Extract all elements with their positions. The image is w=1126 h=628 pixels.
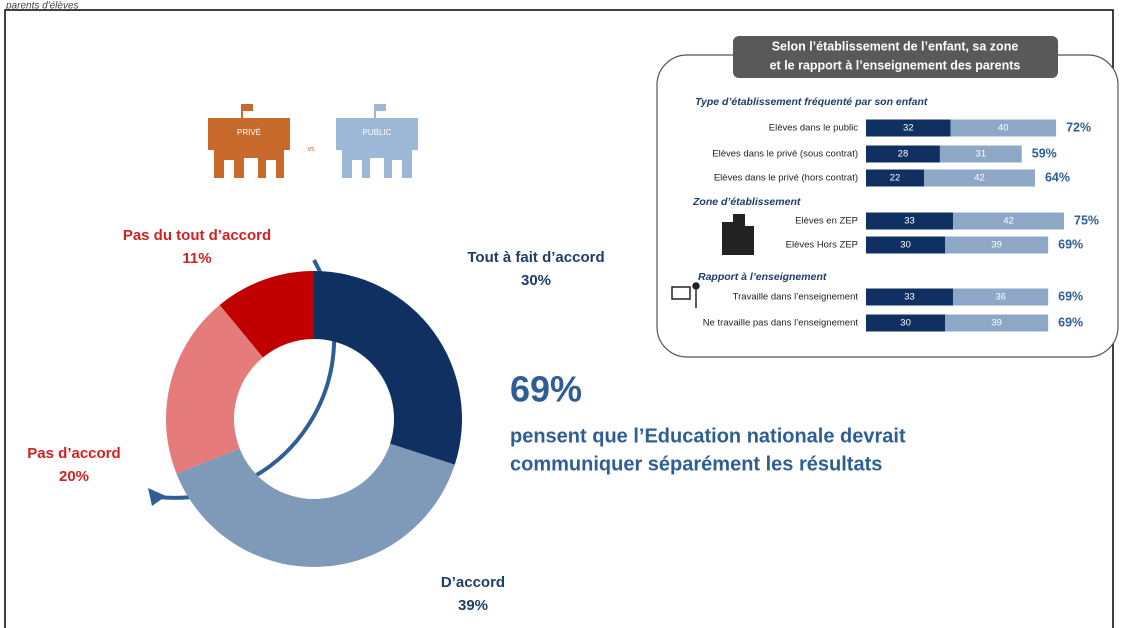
callout-line: communiquer séparément les résultats bbox=[510, 453, 882, 475]
bar-segment bbox=[945, 236, 1049, 254]
donut-slice bbox=[314, 271, 462, 465]
vs-label: vs bbox=[308, 146, 316, 153]
row-label: Elèves Hors ZEP bbox=[786, 240, 858, 251]
row-label: Travaille dans l’enseignement bbox=[733, 292, 859, 303]
slice-value: 30% bbox=[521, 272, 551, 289]
slice-label: Pas du tout d’accord bbox=[123, 227, 271, 244]
panel-title: Selon l’établissement de l’enfant, sa zo… bbox=[772, 39, 1019, 53]
slice-label: D’accord bbox=[441, 574, 505, 591]
segment-label: 33 bbox=[904, 216, 915, 227]
panel-title-box bbox=[733, 36, 1058, 78]
segment-label: 33 bbox=[904, 292, 915, 303]
segment-label: 31 bbox=[976, 149, 987, 160]
bar-segment bbox=[950, 119, 1057, 137]
segment-label: 40 bbox=[998, 123, 1009, 134]
bar-segment bbox=[866, 288, 954, 306]
row-total: 69% bbox=[1058, 315, 1083, 329]
slice-label: Tout à fait d’accord bbox=[467, 249, 604, 266]
group-title: Zone d’établissement bbox=[692, 196, 801, 208]
row-label: Elèves dans le privé (sous contrat) bbox=[712, 149, 858, 160]
header-fragment: parents d'élèves bbox=[5, 1, 79, 12]
row-total: 64% bbox=[1045, 170, 1070, 184]
row-total: 72% bbox=[1066, 120, 1091, 134]
bar-segment bbox=[953, 288, 1049, 306]
panel-title: et le rapport à l’enseignement des paren… bbox=[770, 58, 1021, 72]
row-label: Elèves en ZEP bbox=[795, 216, 858, 227]
group-title: Rapport à l’enseignement bbox=[698, 271, 827, 283]
segment-label: 36 bbox=[995, 292, 1006, 303]
public-label: PUBLIC bbox=[363, 128, 392, 137]
slice-value: 39% bbox=[458, 597, 488, 614]
segment-label: 22 bbox=[890, 173, 901, 184]
row-total: 75% bbox=[1074, 213, 1099, 227]
slice-value: 11% bbox=[182, 250, 211, 267]
row-total: 69% bbox=[1058, 289, 1083, 303]
segment-label: 42 bbox=[974, 173, 985, 184]
segment-label: 28 bbox=[898, 149, 909, 160]
slice-label: Pas d’accord bbox=[27, 445, 120, 462]
segment-label: 30 bbox=[900, 318, 911, 329]
bar-segment bbox=[945, 314, 1049, 332]
row-total: 59% bbox=[1032, 146, 1057, 160]
slice-value: 20% bbox=[59, 468, 89, 485]
city-icon bbox=[722, 214, 754, 255]
arrow-head bbox=[148, 488, 166, 506]
callout-headline: 69% bbox=[510, 369, 582, 410]
group-title: Type d’établissement fréquenté par son e… bbox=[695, 96, 928, 108]
bar-segment bbox=[953, 212, 1064, 230]
callout-line: pensent que l’Education nationale devrai… bbox=[510, 425, 906, 447]
segment-label: 39 bbox=[991, 318, 1002, 329]
donut-slice bbox=[165, 304, 264, 474]
row-label: Ne travaille pas dans l’enseignement bbox=[703, 318, 859, 329]
bar-segment bbox=[939, 145, 1022, 163]
donut-slice bbox=[219, 271, 314, 358]
bar-segment bbox=[866, 236, 946, 254]
bar-segment bbox=[866, 212, 954, 230]
bar-segment bbox=[866, 169, 925, 187]
private-label: PRIVÉ bbox=[237, 128, 261, 137]
row-label: Elèves dans le public bbox=[769, 123, 858, 134]
segment-label: 42 bbox=[1003, 216, 1014, 227]
teacher-icon bbox=[671, 282, 700, 308]
segment-label: 30 bbox=[900, 240, 911, 251]
bar-segment bbox=[924, 169, 1035, 187]
segment-label: 32 bbox=[903, 123, 914, 134]
bar-segment bbox=[866, 145, 940, 163]
segment-label: 39 bbox=[991, 240, 1002, 251]
row-label: Elèves dans le privé (hors contrat) bbox=[714, 173, 858, 184]
donut-slice bbox=[176, 443, 455, 567]
bar-segment bbox=[866, 314, 946, 332]
row-total: 69% bbox=[1058, 237, 1083, 251]
bar-segment bbox=[866, 119, 951, 137]
